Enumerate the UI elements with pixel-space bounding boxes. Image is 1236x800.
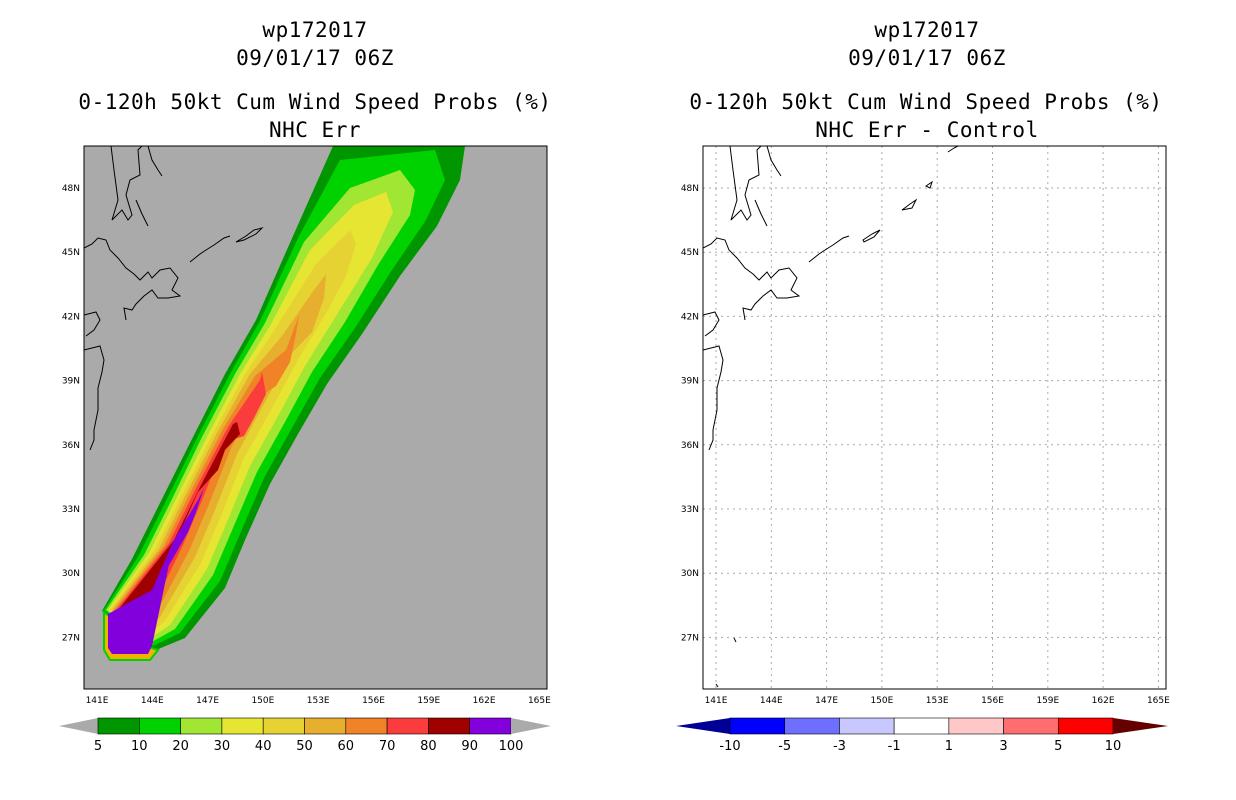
lat-label: 48N	[62, 184, 80, 194]
colorbar-swatch	[97, 717, 140, 735]
right-coastlines	[703, 146, 959, 688]
right-subtitle: NHC Err - Control	[815, 118, 1039, 142]
lat-label: 39N	[681, 377, 699, 387]
lat-label: 45N	[62, 248, 80, 258]
lat-label: 36N	[62, 441, 80, 451]
colorbar-label: 80	[420, 739, 437, 754]
colorbar-label: -3	[833, 739, 846, 754]
colorbar-label: 60	[338, 739, 355, 754]
colorbar-label: 40	[255, 739, 272, 754]
colorbar-label: 5	[1054, 739, 1062, 754]
colorbar-swatch	[139, 717, 181, 735]
colorbar-swatch	[839, 717, 895, 735]
left-subtitle: NHC Err	[268, 118, 361, 142]
left-colorbar: 5 10 20 30 40 50 60 70 80 90 100	[59, 717, 551, 754]
colorbar-label: 3	[999, 739, 1007, 754]
colorbar-swatch	[262, 717, 305, 735]
lon-label: 159E	[1036, 696, 1059, 706]
prob-core	[108, 510, 190, 654]
lon-label: 165E	[528, 696, 551, 706]
lon-label: 159E	[417, 696, 440, 706]
colorbar-swatch	[386, 717, 429, 735]
lon-label: 153E	[307, 696, 330, 706]
colorbar-label: 10	[1105, 739, 1122, 754]
right-product-title: 0-120h 50kt Cum Wind Speed Probs (%)	[689, 90, 1163, 114]
left-map-frame	[83, 145, 548, 690]
lat-label: 27N	[681, 633, 699, 643]
colorbar-label: 10	[131, 739, 148, 754]
lat-label: 33N	[62, 505, 80, 515]
colorbar-swatch	[469, 717, 512, 735]
right-map-background	[703, 146, 1166, 689]
left-colorbar-max-arrow	[511, 718, 551, 734]
lat-label: 42N	[681, 312, 699, 322]
lat-label: 36N	[681, 441, 699, 451]
right-colorbar-max-arrow	[1113, 718, 1168, 734]
lon-label: 144E	[141, 696, 164, 706]
lon-label: 162E	[473, 696, 496, 706]
left-colorbar-min-arrow	[59, 718, 98, 734]
right-datetime: 09/01/17 06Z	[848, 46, 1006, 70]
colorbar-swatch	[304, 717, 347, 735]
lon-label: 147E	[815, 696, 838, 706]
left-datetime: 09/01/17 06Z	[236, 46, 394, 70]
colorbar-swatch	[948, 717, 1004, 735]
lon-label: 165E	[1147, 696, 1170, 706]
lat-label: 30N	[62, 569, 80, 579]
colorbar-swatch	[1057, 717, 1114, 735]
left-map: 48N 45N 42N 39N 36N 33N 30N 27N 141E 144E 147E 150…	[62, 145, 551, 706]
lat-label: 42N	[62, 312, 80, 322]
lon-label: 141E	[86, 696, 109, 706]
colorbar-label: 90	[461, 739, 478, 754]
colorbar-swatch	[180, 717, 223, 735]
right-colorbar: -10 -5 -3 -1 1 3 5 10	[676, 717, 1168, 754]
lon-label: 162E	[1092, 696, 1115, 706]
colorbar-label: -10	[719, 739, 740, 754]
colorbar-label: 30	[214, 739, 231, 754]
colorbar-swatch	[221, 717, 264, 735]
colorbar-swatch	[345, 717, 388, 735]
colorbar-swatch	[428, 717, 470, 735]
right-map-frame	[702, 145, 1167, 690]
lon-label: 147E	[196, 696, 219, 706]
lon-label: 150E	[251, 696, 274, 706]
lon-label: 156E	[362, 696, 385, 706]
lat-label: 45N	[681, 248, 699, 258]
colorbar-label: 70	[379, 739, 396, 754]
right-map: 48N 45N 42N 39N 36N 33N 30N 27N 141E 144E 147E 150…	[681, 145, 1170, 706]
colorbar-label: -1	[888, 739, 901, 754]
lat-label: 30N	[681, 569, 699, 579]
colorbar-swatch	[893, 717, 950, 735]
colorbar-swatch	[784, 717, 840, 735]
lon-label: 144E	[760, 696, 783, 706]
left-storm-id: wp172017	[262, 18, 368, 42]
left-coastlines	[84, 146, 264, 451]
colorbar-label: 100	[499, 739, 524, 754]
lon-label: 156E	[981, 696, 1004, 706]
colorbar-label: 5	[94, 739, 102, 754]
colorbar-swatch	[1003, 717, 1059, 735]
right-colorbar-min-arrow	[676, 718, 730, 734]
prob-contour-90	[108, 488, 204, 646]
colorbar-label: 1	[945, 739, 953, 754]
lon-label: 150E	[870, 696, 893, 706]
lat-label: 27N	[62, 633, 80, 643]
lat-label: 33N	[681, 505, 699, 515]
colorbar-label: 50	[296, 739, 313, 754]
lon-label: 153E	[926, 696, 949, 706]
lon-label: 141E	[705, 696, 728, 706]
left-product-title: 0-120h 50kt Cum Wind Speed Probs (%)	[78, 90, 552, 114]
lat-label: 48N	[681, 184, 699, 194]
colorbar-label: -5	[778, 739, 791, 754]
colorbar-swatch	[729, 717, 786, 735]
lat-label: 39N	[62, 377, 80, 387]
prob-contour-80	[118, 422, 240, 625]
right-storm-id: wp172017	[874, 18, 980, 42]
colorbar-label: 20	[172, 739, 189, 754]
